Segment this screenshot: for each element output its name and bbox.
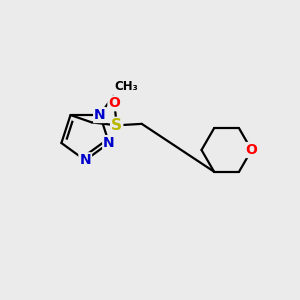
Text: CH₃: CH₃	[115, 80, 138, 93]
Text: S: S	[111, 118, 122, 133]
Text: N: N	[80, 153, 91, 167]
Text: O: O	[108, 96, 120, 110]
Text: O: O	[246, 143, 257, 157]
Text: N: N	[103, 136, 115, 150]
Text: N: N	[94, 108, 106, 122]
